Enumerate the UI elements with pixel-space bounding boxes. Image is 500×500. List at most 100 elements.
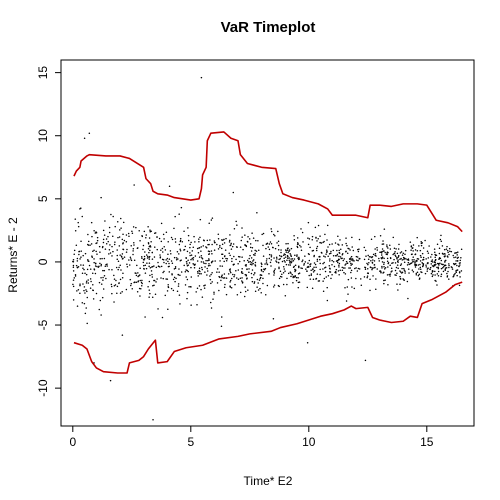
data-point (445, 248, 448, 250)
data-point (355, 259, 358, 261)
data-point (334, 242, 337, 244)
data-point (146, 257, 149, 259)
data-point (72, 285, 75, 288)
data-point (242, 248, 244, 251)
data-point (265, 260, 268, 262)
data-point (283, 257, 285, 260)
data-point (425, 258, 427, 260)
data-point (431, 275, 434, 278)
data-point (118, 236, 121, 238)
data-point (434, 274, 436, 276)
data-point (300, 228, 302, 230)
data-point (336, 253, 339, 256)
data-point (125, 288, 128, 291)
data-point (164, 294, 166, 297)
data-point (312, 268, 314, 270)
data-point (190, 258, 192, 261)
data-point (211, 271, 213, 274)
data-point (178, 213, 180, 215)
data-point (260, 274, 262, 276)
data-point (93, 249, 95, 251)
data-point (358, 268, 361, 270)
data-point (110, 285, 113, 288)
data-point (351, 236, 353, 239)
data-point (383, 282, 385, 285)
data-point (235, 277, 238, 279)
data-point (274, 234, 276, 237)
data-point (360, 278, 362, 280)
data-point (268, 248, 271, 251)
data-point (458, 271, 461, 273)
data-point (157, 261, 159, 264)
data-point (300, 249, 303, 252)
data-point (294, 269, 297, 271)
data-point (73, 253, 75, 255)
data-point (151, 276, 154, 278)
data-point (171, 262, 174, 264)
data-point (211, 253, 213, 255)
data-point (442, 265, 445, 268)
data-point (178, 243, 181, 246)
data-point (115, 279, 117, 282)
data-point (455, 252, 458, 254)
data-point (143, 230, 146, 233)
data-point (200, 288, 202, 291)
data-point (75, 244, 78, 247)
data-point (109, 252, 112, 254)
data-point (73, 249, 76, 252)
data-point (186, 250, 189, 253)
data-point (404, 270, 406, 273)
data-point (375, 288, 377, 291)
data-point (197, 275, 199, 277)
data-point (446, 245, 448, 248)
data-point (141, 234, 143, 237)
data-point (254, 252, 256, 255)
data-point (330, 250, 332, 253)
data-point (172, 278, 175, 281)
data-point (441, 252, 444, 255)
data-point (135, 281, 138, 283)
data-point (250, 250, 253, 252)
data-point (444, 264, 447, 267)
data-point (337, 270, 340, 272)
data-point (326, 299, 329, 302)
data-point (173, 268, 176, 270)
data-point (264, 267, 267, 270)
data-point (174, 238, 177, 240)
data-point (82, 283, 84, 285)
data-point (342, 259, 344, 262)
data-point (125, 234, 128, 236)
data-point (100, 314, 102, 316)
data-point (328, 253, 331, 255)
data-point (273, 274, 275, 276)
data-point (440, 273, 443, 275)
data-point (198, 247, 200, 249)
data-point (401, 254, 404, 256)
data-point (298, 281, 301, 283)
data-point (381, 248, 384, 250)
data-point (162, 233, 165, 236)
data-point (151, 251, 153, 254)
data-point (410, 249, 412, 251)
data-point (313, 269, 316, 272)
data-point (297, 277, 299, 279)
data-point (147, 255, 149, 258)
data-point (381, 256, 384, 258)
data-point (155, 266, 158, 269)
data-point (200, 272, 202, 275)
data-point (230, 271, 232, 274)
data-point (370, 260, 372, 262)
data-point (389, 264, 391, 267)
data-point (290, 261, 293, 264)
data-point (262, 232, 265, 235)
data-point (102, 238, 105, 241)
data-point (113, 274, 115, 277)
data-point (159, 254, 161, 256)
data-point (364, 249, 367, 252)
data-point (284, 256, 287, 258)
data-point (307, 243, 310, 246)
data-point (295, 279, 298, 282)
data-point (95, 242, 97, 245)
data-point (72, 264, 75, 267)
data-point (270, 254, 273, 256)
